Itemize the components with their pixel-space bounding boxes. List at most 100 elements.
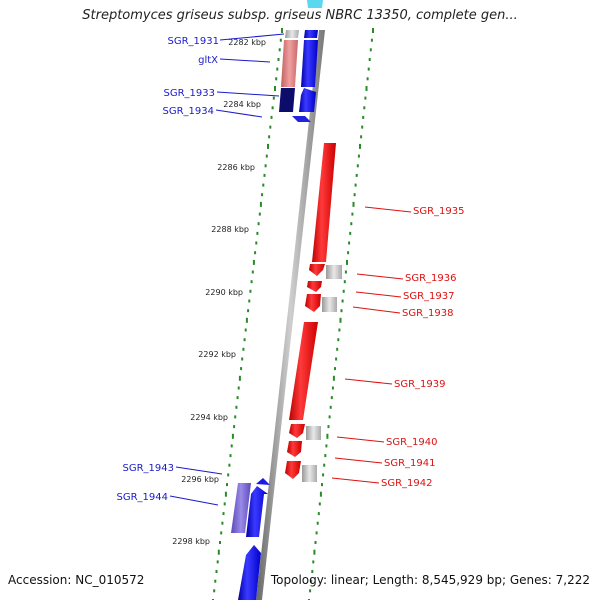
gene-label-sgr1942[interactable]: SGR_1942 [381, 478, 433, 489]
gene-gltx-fwd[interactable] [301, 40, 318, 87]
gene-sgr1933[interactable] [279, 88, 295, 112]
gene-sgr1943-fwd[interactable] [256, 478, 270, 485]
scale-track-right [308, 28, 374, 600]
scale-tick [255, 241, 258, 245]
right-gene-labels: SGR_1935 SGR_1936 SGR_1937 SGR_1938 SGR_… [331, 206, 465, 489]
scale-tick [366, 77, 369, 81]
scale-tick [313, 549, 316, 555]
scale-tick [325, 444, 328, 448]
scale-tick [248, 299, 251, 303]
scale-tick [277, 58, 280, 61]
scale-tick [263, 173, 266, 177]
gene-gltx[interactable] [281, 40, 298, 87]
scale-tick [254, 251, 257, 255]
gene-label-sgr1931[interactable]: SGR_1931 [168, 36, 220, 47]
scale-tick [271, 106, 274, 110]
gene-sgr1943[interactable] [231, 483, 251, 533]
kbp-label: 2292 kbp [198, 350, 236, 359]
scale-tick [222, 512, 225, 516]
scale-tick [214, 579, 217, 583]
scale-tick [267, 143, 269, 149]
kbp-label: 2282 kbp [228, 38, 266, 47]
scale-tick [354, 183, 357, 187]
scale-tick [233, 425, 236, 429]
scale-tick [279, 38, 282, 42]
gene-sgr1937[interactable] [307, 281, 322, 292]
scale-tick [315, 531, 318, 535]
gene-sgr1940-pseudo[interactable] [306, 426, 321, 440]
scale-tick [220, 531, 223, 535]
scale-tick [264, 164, 267, 168]
scale-tick [245, 317, 248, 323]
gene-sgr1935[interactable] [312, 143, 336, 262]
gene-label-sgr1933[interactable]: SGR_1933 [164, 88, 216, 99]
gene-bottom-fwd[interactable] [238, 545, 261, 600]
gene-sgr1941[interactable] [287, 441, 302, 457]
scale-tick [262, 183, 265, 187]
scale-tick [336, 347, 339, 351]
gene-sgr1933-fwd[interactable] [299, 88, 316, 112]
feature-top-cyan [307, 0, 323, 8]
gene-label-sgr1943[interactable]: SGR_1943 [123, 463, 175, 474]
scale-tick [338, 328, 341, 332]
gene-sgr1942[interactable] [285, 461, 301, 479]
gene-label-sgr1935[interactable]: SGR_1935 [413, 206, 465, 217]
gene-sgr1931-fwd[interactable] [304, 30, 318, 38]
scale-tick [216, 560, 219, 564]
gene-label-sgr1940[interactable]: SGR_1940 [386, 437, 438, 448]
scale-tick [360, 135, 363, 139]
scale-tick [258, 212, 261, 216]
scale-tick [274, 86, 276, 91]
scale-tick [364, 96, 367, 100]
scale-tick [332, 375, 335, 381]
scale-tick [352, 201, 355, 207]
gene-sgr1942-pseudo[interactable] [302, 465, 317, 482]
gene-sgr1938[interactable] [305, 294, 321, 312]
gene-label-sgr1939[interactable]: SGR_1939 [394, 379, 446, 390]
scale-tick [353, 193, 356, 197]
scale-tick [226, 483, 228, 487]
scale-tick [272, 96, 275, 100]
scale-tick [217, 549, 220, 555]
scale-tick [215, 570, 218, 573]
gene-sgr1944[interactable] [246, 486, 268, 537]
chromosome-backbone [256, 30, 325, 600]
scale-tick [334, 367, 336, 371]
gene-sgr1940[interactable] [289, 424, 305, 438]
kbp-label: 2286 kbp [217, 163, 255, 172]
gene-sgr1936-pseudo[interactable] [326, 265, 342, 279]
gene-sgr1939[interactable] [289, 322, 318, 420]
scale-tick [309, 589, 312, 593]
gene-label-gltx[interactable]: gltX [198, 55, 218, 66]
gene-sgr1931[interactable] [285, 30, 299, 38]
scale-tick [229, 454, 232, 458]
scale-tick [339, 317, 342, 323]
scale-tick [361, 125, 364, 129]
scale-tick [249, 289, 252, 293]
scale-tick [234, 415, 237, 419]
scale-tick [275, 77, 278, 81]
gene-sgr1934[interactable] [292, 116, 311, 122]
kbp-label: 2284 kbp [223, 100, 261, 109]
scale-tick [243, 338, 246, 342]
scale-tick [323, 463, 326, 467]
scale-tick [368, 58, 371, 61]
gene-label-sgr1937[interactable]: SGR_1937 [403, 291, 455, 302]
gene-sgr1936[interactable] [309, 264, 325, 276]
scale-tick [256, 231, 259, 235]
scale-tick [312, 560, 315, 564]
gene-label-sgr1938[interactable]: SGR_1938 [402, 308, 454, 319]
scale-tick [363, 106, 366, 110]
gene-sgr1938-pseudo[interactable] [322, 297, 337, 312]
scale-tick [329, 405, 332, 409]
gene-label-sgr1944[interactable]: SGR_1944 [117, 492, 169, 503]
scale-tick [362, 115, 365, 119]
scale-tick [244, 328, 247, 332]
scale-tick [236, 396, 239, 400]
scale-tick [316, 521, 319, 525]
gene-label-sgr1936[interactable]: SGR_1936 [405, 273, 457, 284]
gene-label-sgr1934[interactable]: SGR_1934 [163, 106, 215, 117]
gene-label-sgr1941[interactable]: SGR_1941 [384, 458, 436, 469]
scale-tick [357, 154, 360, 158]
